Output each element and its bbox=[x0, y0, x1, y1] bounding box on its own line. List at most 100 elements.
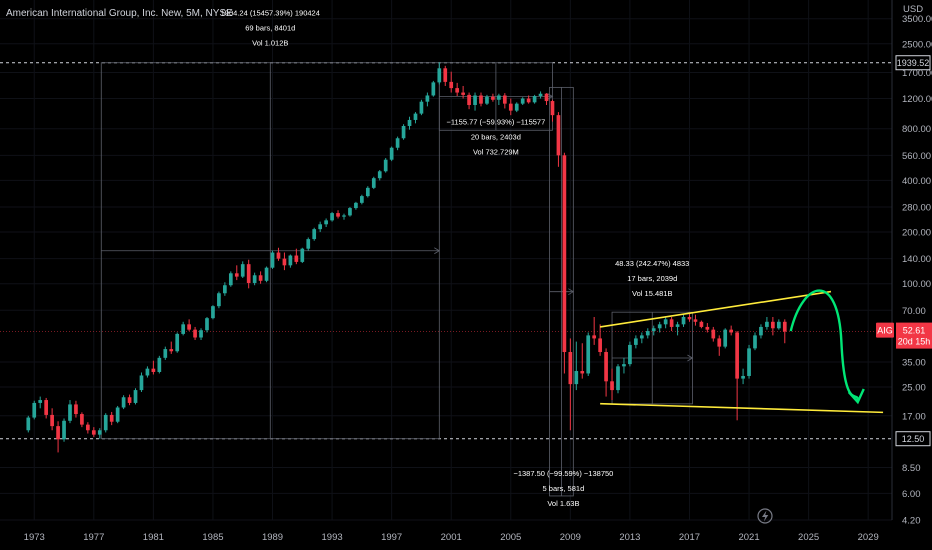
countdown-text: 20d 15h bbox=[898, 337, 931, 347]
candle-body bbox=[562, 155, 567, 353]
candle-body bbox=[127, 397, 132, 403]
candle-body bbox=[628, 344, 632, 365]
candle-body bbox=[151, 368, 156, 372]
current-price-text: 52.61 bbox=[903, 326, 926, 336]
price-tick-label: 25.00 bbox=[902, 383, 926, 394]
measure-text-m2: −1155.77 (−59.93%) −115577 bbox=[447, 117, 546, 126]
candle-body bbox=[252, 275, 257, 283]
candle-body bbox=[669, 319, 674, 327]
candle-body bbox=[747, 348, 751, 376]
price-axis[interactable]: 3500.00 2500.00 1700.00 1200.00 800.00 560.00… bbox=[876, 14, 932, 527]
time-tick-label: 2025 bbox=[798, 532, 819, 543]
projection-arrow-head bbox=[847, 388, 865, 405]
candle-body bbox=[544, 93, 549, 102]
candle-body bbox=[782, 321, 787, 332]
time-tick-label: 2009 bbox=[560, 532, 581, 543]
time-tick-label: 1973 bbox=[24, 532, 45, 543]
measure-text-m3: −1387.50 (−99.59%) −138750 bbox=[513, 469, 613, 478]
candle-body bbox=[604, 352, 608, 382]
candle-body bbox=[461, 92, 465, 95]
candle-body bbox=[354, 202, 358, 209]
candle-body bbox=[50, 414, 54, 427]
candle-body bbox=[407, 119, 412, 126]
candle-body bbox=[223, 285, 227, 294]
price-tick-label: 1700.00 bbox=[902, 68, 932, 79]
candle-body bbox=[526, 98, 531, 103]
candle-body bbox=[282, 258, 287, 266]
candle-body bbox=[467, 94, 471, 106]
price-tick-label: 8.50 bbox=[902, 463, 921, 474]
candle-body bbox=[556, 115, 561, 156]
candle-body bbox=[145, 368, 150, 376]
candle-body bbox=[699, 321, 704, 327]
candle-body bbox=[622, 364, 626, 367]
candle-body bbox=[592, 335, 597, 339]
price-tick-label: 200.00 bbox=[902, 228, 931, 239]
candle-body bbox=[574, 371, 579, 385]
trendline-1 bbox=[600, 402, 884, 414]
candle-body bbox=[211, 306, 215, 319]
candle-body bbox=[300, 248, 305, 262]
candle-body bbox=[514, 103, 519, 111]
measure-arrow-m4 bbox=[687, 354, 694, 362]
time-tick-label: 1981 bbox=[143, 532, 164, 543]
candle-body bbox=[497, 95, 501, 100]
measure-text-m4: 17 bars, 2039d bbox=[627, 274, 677, 283]
candle-body bbox=[508, 103, 513, 111]
price-tick-label: 70.00 bbox=[902, 306, 926, 317]
candle-body bbox=[360, 196, 364, 203]
time-axis[interactable]: 1973 1977 1981 1985 1989 1993 1997 2001 2005 2009… bbox=[24, 532, 879, 543]
candle-body bbox=[425, 95, 430, 102]
candle-body bbox=[443, 68, 448, 82]
measure-arrow-m1 bbox=[434, 247, 441, 255]
candle-body bbox=[169, 349, 174, 352]
candle-body bbox=[479, 95, 483, 104]
time-tick-label: 1997 bbox=[381, 532, 402, 543]
price-level-tag-text: 12.50 bbox=[902, 434, 925, 444]
price-tick-label: 280.00 bbox=[902, 202, 931, 213]
candle-body bbox=[455, 88, 460, 93]
measure-text-m1: 1904.24 (15457.39%) 190424 bbox=[221, 9, 320, 18]
candle-body bbox=[687, 316, 692, 320]
price-tick-label: 140.00 bbox=[902, 254, 931, 265]
price-tick-label: 800.00 bbox=[902, 124, 931, 135]
candle-body bbox=[324, 220, 328, 225]
lightning-icon[interactable] bbox=[757, 508, 773, 524]
candle-body bbox=[520, 98, 525, 104]
candle-body bbox=[717, 338, 722, 347]
candle-body bbox=[639, 335, 644, 339]
candle-body bbox=[383, 159, 388, 172]
measure-text-m1: 69 bars, 8401d bbox=[245, 24, 295, 33]
current-price-tag bbox=[896, 322, 932, 349]
candle-body bbox=[80, 414, 84, 425]
time-tick-label: 1977 bbox=[83, 532, 104, 543]
time-tick-label: 2017 bbox=[679, 532, 700, 543]
measure-annotations: 1904.24 (15457.39%) 190424 69 bars, 8401d… bbox=[0, 9, 892, 508]
measure-arrow-m3 bbox=[568, 288, 575, 296]
candle-body bbox=[133, 390, 138, 403]
candle-body bbox=[294, 255, 299, 262]
candle-body bbox=[568, 352, 573, 385]
candle-body bbox=[645, 331, 650, 336]
symbol-tag-text: AIG bbox=[877, 326, 893, 336]
time-tick-label: 1993 bbox=[322, 532, 343, 543]
candle-body bbox=[288, 255, 293, 266]
price-tick-label: 560.00 bbox=[902, 151, 931, 162]
candle-body bbox=[187, 324, 191, 330]
candle-body bbox=[532, 96, 537, 103]
time-tick-label: 2013 bbox=[619, 532, 640, 543]
candle-body bbox=[681, 316, 686, 325]
measure-text-m3: 5 bars, 581d bbox=[543, 484, 585, 493]
candle-body bbox=[538, 93, 543, 97]
time-tick-label: 1985 bbox=[202, 532, 223, 543]
candle-body bbox=[38, 400, 43, 403]
candle-body bbox=[741, 375, 745, 379]
drawings bbox=[600, 289, 884, 414]
candle-body bbox=[776, 321, 781, 329]
candle-body bbox=[651, 328, 656, 332]
candle-body bbox=[419, 101, 424, 114]
candle-body bbox=[336, 213, 340, 217]
price-level-tag-text: 1939.52 bbox=[897, 58, 930, 68]
candle-body bbox=[103, 414, 108, 431]
